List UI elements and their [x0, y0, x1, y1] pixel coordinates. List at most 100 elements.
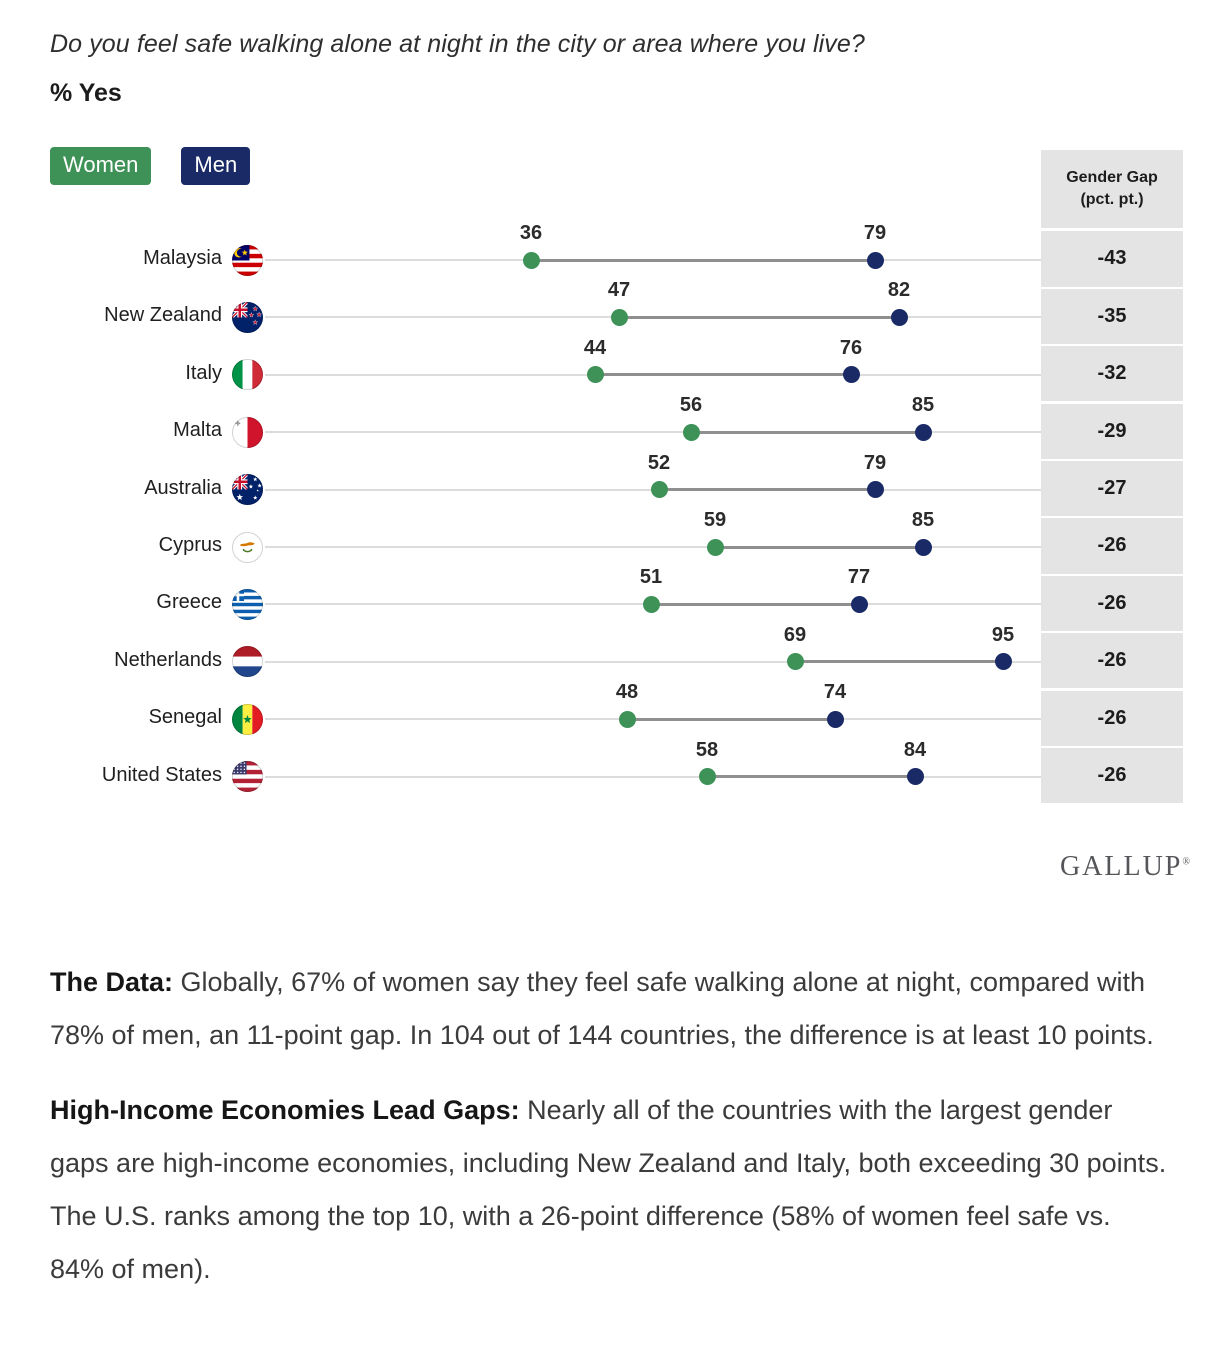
dumbbell-connector: [795, 660, 1003, 664]
country-label-greece: Greece: [156, 591, 222, 614]
women-value: 59: [703, 509, 727, 531]
women-value: 44: [583, 336, 607, 359]
men-dot: [914, 423, 932, 441]
row-track: [265, 775, 1041, 778]
row-track: [265, 546, 1041, 548]
chart-subtitle: % Yes: [50, 79, 122, 107]
paragraph-lead: The Data:: [50, 967, 174, 997]
women-dot: [610, 308, 628, 326]
gender-gap-value: -26: [1041, 633, 1183, 689]
gap-header-line2: (pct. pt.): [1080, 191, 1144, 208]
women-dot: [650, 481, 668, 499]
dumbbell-connector: [715, 545, 923, 549]
women-dot: [682, 423, 700, 441]
women-dot: [706, 538, 724, 556]
women-value: 58: [695, 738, 719, 761]
women-dot: [586, 366, 604, 384]
gender-gap-value: -26: [1041, 690, 1183, 746]
men-value: 85: [911, 394, 935, 417]
women-dot: [698, 768, 716, 786]
country-label-australia: Australia: [144, 476, 222, 499]
men-value: 76: [839, 336, 863, 359]
men-value: 79: [863, 451, 887, 474]
women-dot: [618, 710, 636, 728]
gender-gap-value: -35: [1041, 288, 1183, 345]
dumbbell-connector: [619, 315, 899, 319]
women-value: 52: [647, 451, 671, 474]
paragraph-high-income: High-Income Economies Lead Gaps: Nearly …: [50, 1084, 1172, 1296]
dumbbell-connector: [707, 775, 915, 779]
chart-title: Do you feel safe walking alone at night …: [50, 30, 865, 58]
gender-gap-value: -43: [1041, 231, 1183, 287]
paragraph-body: Nearly all of the countries with the lar…: [50, 1094, 1167, 1284]
men-dot: [850, 595, 868, 613]
new-zealand-flag-icon: [232, 301, 263, 333]
women-dot: [522, 251, 540, 269]
dumbbell-connector: [691, 430, 923, 434]
australia-flag-icon: [232, 474, 263, 506]
chart-figure: Do you feel safe walking alone at night …: [50, 30, 1190, 883]
men-value: 74: [823, 681, 847, 704]
dumbbell-connector: [595, 373, 851, 377]
gender-gap-value: -26: [1041, 575, 1183, 632]
gallup-logo: GALLUP®: [1000, 851, 1190, 883]
men-value: 85: [911, 509, 935, 531]
cyprus-flag-icon: [232, 531, 263, 563]
country-label-malta: Malta: [173, 419, 222, 442]
men-dot: [890, 308, 908, 326]
greece-flag-icon: [232, 588, 263, 620]
gender-gap-value: -26: [1041, 747, 1183, 804]
dumbbell-connector: [531, 258, 875, 262]
malaysia-flag-icon: [232, 244, 263, 276]
row-track: [265, 431, 1041, 434]
men-dot: [866, 251, 884, 269]
women-dot: [642, 595, 660, 613]
men-dot: [866, 481, 884, 499]
women-dot: [786, 653, 804, 671]
men-value: 95: [991, 623, 1015, 646]
united-states-flag-icon: [232, 761, 263, 793]
men-dot: [826, 710, 844, 728]
country-label-cyprus: Cyprus: [158, 534, 222, 556]
men-value: 79: [863, 222, 887, 244]
women-value: 69: [783, 623, 807, 646]
gender-gap-value: -32: [1041, 346, 1183, 402]
country-label-new-zealand: New Zealand: [104, 304, 222, 327]
chart-legend: Women Men: [50, 147, 251, 186]
country-label-senegal: Senegal: [148, 706, 222, 729]
country-label-italy: Italy: [185, 361, 222, 384]
women-value: 36: [519, 222, 543, 244]
paragraph-the-data: The Data: Globally, 67% of women say the…: [50, 956, 1172, 1062]
paragraph-lead: High-Income Economies Lead Gaps:: [50, 1094, 520, 1125]
men-dot: [906, 768, 924, 786]
legend-women-badge: Women: [50, 147, 152, 186]
netherlands-flag-icon: [232, 646, 263, 678]
men-dot: [994, 653, 1012, 671]
gender-gap-value: -26: [1041, 518, 1183, 574]
paragraph-body: Globally, 67% of women say they feel saf…: [50, 967, 1154, 1050]
gender-gap-value: -29: [1041, 403, 1183, 459]
italy-flag-icon: [232, 359, 263, 391]
men-dot: [842, 366, 860, 384]
dumbbell-connector: [651, 602, 859, 606]
gender-gap-value: -27: [1041, 460, 1183, 517]
country-label-netherlands: Netherlands: [114, 648, 222, 671]
men-value: 82: [887, 279, 911, 302]
legend-men-badge: Men: [181, 147, 251, 186]
dumbbell-connector: [627, 717, 835, 721]
malta-flag-icon: [232, 416, 263, 448]
gender-gap-column-header: Gender Gap (pct. pt.): [1041, 150, 1183, 228]
women-value: 48: [615, 681, 639, 704]
women-value: 51: [639, 566, 663, 589]
country-label-united-states: United States: [101, 763, 222, 786]
men-value: 84: [903, 738, 927, 761]
men-dot: [914, 538, 932, 556]
gap-header-line1: Gender Gap: [1066, 169, 1158, 187]
gallup-logo-text: GALLUP: [1059, 851, 1183, 882]
article-text: The Data: Globally, 67% of women say the…: [50, 956, 1172, 1295]
men-value: 77: [847, 566, 871, 589]
dumbbell-connector: [659, 488, 875, 492]
women-value: 56: [679, 394, 703, 417]
registered-mark: ®: [1182, 856, 1190, 868]
women-value: 47: [607, 279, 631, 302]
